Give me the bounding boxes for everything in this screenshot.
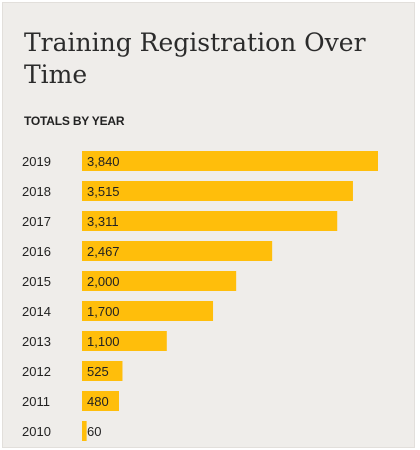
bar-2016 <box>82 241 273 261</box>
value-label-2012: 525 <box>87 364 109 379</box>
chart-title: Training Registration Over Time <box>24 28 366 89</box>
bar-2015 <box>82 271 237 291</box>
value-label-2010: 60 <box>87 424 101 439</box>
bar-2012 <box>82 361 123 381</box>
bar-2017 <box>82 211 338 231</box>
year-label-2011: 2011 <box>22 394 50 409</box>
year-label-2013: 2013 <box>22 334 51 349</box>
year-label-2019: 2019 <box>22 154 51 169</box>
year-label-2012: 2012 <box>22 364 51 379</box>
year-label-2018: 2018 <box>22 184 51 199</box>
value-label-2016: 2,467 <box>87 244 120 259</box>
value-label-2015: 2,000 <box>87 274 120 289</box>
bar-2010 <box>82 421 87 441</box>
bar-2013 <box>82 331 167 351</box>
value-label-2014: 1,700 <box>87 304 120 319</box>
bar-2011 <box>82 391 119 411</box>
year-label-2014: 2014 <box>22 304 51 319</box>
bar-2014 <box>82 301 214 321</box>
value-label-2018: 3,515 <box>87 184 120 199</box>
chart-subtitle: TOTALS BY YEAR <box>24 114 125 128</box>
year-label-2016: 2016 <box>22 244 51 259</box>
year-label-2017: 2017 <box>22 214 51 229</box>
bar-2019 <box>82 151 378 171</box>
value-label-2017: 3,311 <box>87 214 119 229</box>
value-label-2011: 480 <box>87 394 109 409</box>
year-label-2010: 2010 <box>22 424 51 439</box>
chart-card: Training Registration Over Time TOTALS B… <box>2 2 415 448</box>
value-label-2019: 3,840 <box>87 154 120 169</box>
year-label-2015: 2015 <box>22 274 51 289</box>
value-label-2013: 1,100 <box>87 334 120 349</box>
bar-2018 <box>82 181 353 201</box>
